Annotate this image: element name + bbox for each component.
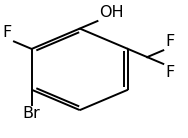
Text: Br: Br bbox=[23, 106, 40, 121]
Text: OH: OH bbox=[99, 5, 124, 20]
Text: F: F bbox=[3, 25, 12, 40]
Text: F: F bbox=[165, 34, 174, 49]
Text: F: F bbox=[165, 65, 174, 80]
